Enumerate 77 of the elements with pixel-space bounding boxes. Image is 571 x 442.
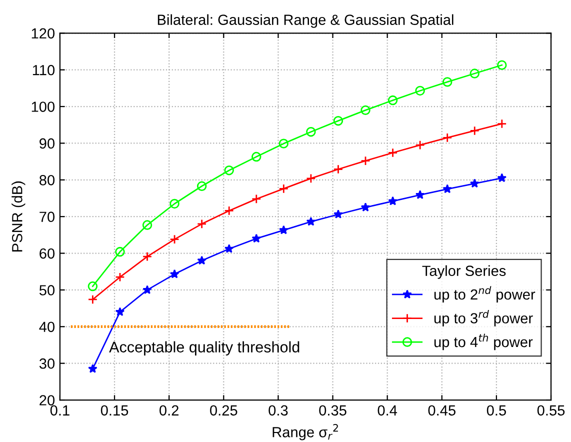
point (360, 105, 370, 116)
point (415, 140, 425, 150)
point (306, 174, 316, 184)
point (197, 256, 206, 265)
point (196, 219, 207, 229)
x-tick-label: 0.55 (537, 405, 565, 416)
point (333, 116, 344, 126)
x-tick-label: 0.25 (210, 405, 238, 416)
point (497, 60, 507, 70)
point (170, 269, 180, 278)
point (88, 294, 98, 304)
x-tick-label: 0.2 (160, 405, 178, 416)
y-tick-label: 120 (32, 28, 55, 39)
point (88, 364, 98, 373)
legend-title: Taylor Series (422, 265, 506, 279)
point (388, 196, 398, 206)
x-tick-label: 0.35 (319, 405, 346, 416)
point (278, 138, 289, 148)
point (224, 244, 234, 253)
point (252, 234, 262, 243)
y-tick-label: 40 (39, 322, 55, 332)
x-tick-label: 0.5 (486, 405, 506, 416)
legend-label: up to 4$^{th}$ power (434, 334, 533, 350)
y-tick-label: 30 (39, 358, 55, 369)
point (224, 206, 234, 216)
point (334, 210, 343, 218)
point (278, 184, 289, 194)
point (115, 246, 125, 257)
point (306, 216, 316, 226)
point (442, 77, 452, 87)
y-axis-title: PSNR (dB) (12, 181, 26, 252)
point (415, 190, 425, 199)
y-tick-label: 100 (32, 102, 55, 112)
point (252, 152, 262, 162)
y-tick-label: 50 (39, 285, 55, 296)
point (470, 178, 480, 188)
point (470, 68, 480, 78)
point (415, 86, 425, 96)
y-tick-label: 90 (40, 138, 55, 149)
point (142, 220, 152, 230)
point (170, 198, 180, 209)
point (306, 126, 316, 137)
x-tick-label: 0.3 (268, 405, 288, 416)
point (196, 181, 207, 191)
point (142, 285, 152, 294)
point (279, 225, 288, 234)
point (360, 156, 370, 166)
x-tick-label: 0.4 (378, 405, 398, 416)
y-tick-label: 20 (40, 395, 55, 406)
point (442, 184, 452, 194)
point (170, 234, 180, 244)
x-tick-label: 0.1 (50, 405, 70, 416)
point (88, 281, 98, 292)
point (388, 95, 398, 106)
point (442, 132, 452, 143)
point (388, 148, 398, 158)
legend-label: up to 3$^{rd}$ power (434, 310, 533, 326)
legend-label: up to 2$^{nd}$ power (434, 286, 536, 303)
y-tick-label: 70 (40, 212, 55, 222)
point (333, 164, 344, 174)
x-axis-title: Range σ$_{r}$$^{2}$ (272, 424, 338, 440)
x-tick-label: 0.45 (428, 405, 456, 416)
point (360, 202, 370, 212)
annotation: Acceptable quality threshold (109, 341, 300, 356)
point (115, 272, 125, 282)
y-tick-label: 60 (40, 248, 55, 259)
point (224, 165, 234, 176)
point (252, 194, 262, 204)
point (115, 307, 125, 316)
point (497, 173, 507, 182)
point (497, 118, 507, 129)
point (142, 252, 152, 262)
chart-title: Bilateral: Gaussian Range & Gaussian Spatial (158, 14, 454, 28)
y-tick-label: 80 (40, 174, 55, 186)
point (470, 126, 480, 136)
y-tick-label: 110 (32, 64, 55, 76)
x-tick-label: 0.15 (100, 405, 128, 416)
